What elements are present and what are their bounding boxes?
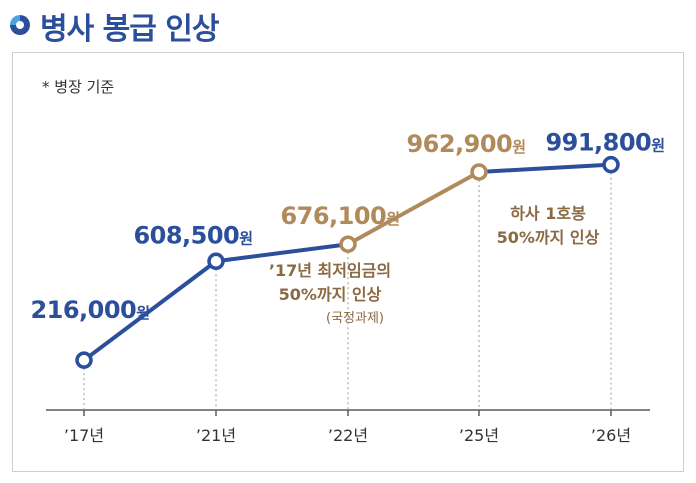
data-label: 216,000원 (30, 296, 149, 324)
data-label: 991,800원 (545, 129, 664, 157)
x-tick-label: ’22년 (328, 426, 368, 445)
x-tick-label: ’21년 (196, 426, 236, 445)
page-title: 병사 봉급 인상 (40, 12, 219, 47)
data-point (470, 163, 488, 181)
series-line-segment (82, 259, 218, 363)
series-line-segment (214, 242, 350, 264)
chart-note: * 병장 기준 (42, 78, 115, 96)
annotation-line: ’17년 최저임금의 (269, 261, 391, 280)
series-line-segment (477, 162, 613, 174)
title-icon (10, 15, 30, 35)
data-point (207, 252, 225, 271)
data-point (602, 155, 620, 174)
data-label: 608,500원 (133, 221, 252, 249)
annotation-line: 하사 1호봉 (510, 204, 586, 223)
x-tick-label: ’26년 (591, 426, 631, 445)
data-point (75, 351, 93, 369)
annotation-sub: (국정과제) (326, 311, 384, 326)
x-tick-label: ’25년 (459, 426, 499, 445)
data-point (339, 235, 357, 253)
series-line-segment (346, 169, 481, 247)
chart-panel (12, 52, 684, 472)
data-label: 676,100원 (280, 202, 399, 230)
annotation-line: 50%까지 인상 (279, 285, 382, 304)
x-tick-label: ’17년 (64, 426, 104, 445)
data-label: 962,900원 (406, 130, 525, 158)
annotation-line: 50%까지 인상 (497, 228, 600, 247)
